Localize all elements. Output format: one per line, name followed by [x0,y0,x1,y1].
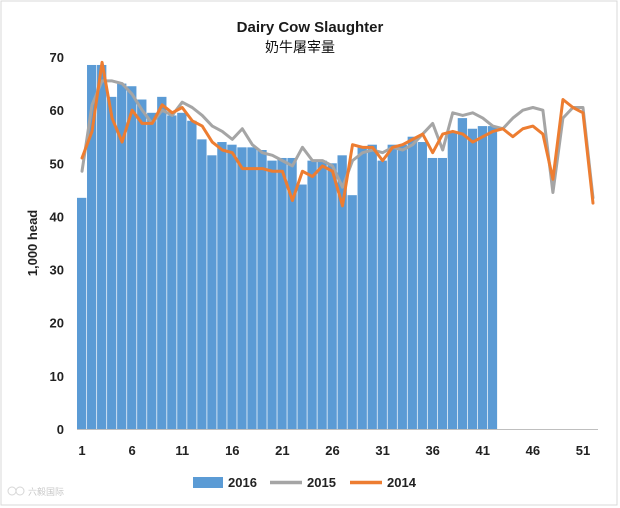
x-tick-label-6: 6 [128,443,135,458]
legend-label-2016: 2016 [228,475,257,490]
watermark: 六毅国际 [7,486,64,498]
bar-2016-week-40 [467,128,478,430]
chart-subtitle: 奶牛屠宰量 [265,40,335,56]
bar-2016-week-41 [477,126,488,429]
bar-2016-week-27 [337,155,347,429]
bar-2016-week-19 [257,150,267,429]
y-axis-ticks: 0 10 20 30 40 50 60 70 [50,50,64,437]
bar-2016-week-17 [237,147,247,429]
y-tick-label-70: 70 [50,50,64,65]
bar-2016-week-3 [97,64,107,429]
x-tick-label-26: 26 [325,443,339,458]
legend-label-2014: 2014 [387,475,417,490]
bar-2016-week-24 [307,160,317,429]
bar-2016-week-20 [267,160,277,429]
x-tick-label-31: 31 [375,443,389,458]
watermark-logo-icon-2 [15,486,25,496]
bar-2016-week-10 [167,115,177,430]
y-tick-label-50: 50 [50,156,64,171]
x-tick-label-1: 1 [78,443,85,458]
y-axis-label: 1,000 head [25,210,40,277]
legend: 2016 2015 2014 [193,475,417,490]
bar-2016-week-42 [487,126,498,429]
bar-2016-week-5 [117,83,127,429]
x-tick-label-36: 36 [425,443,439,458]
bar-2016-week-29 [357,147,367,429]
x-tick-label-21: 21 [275,443,289,458]
bar-2016-week-32 [387,144,397,429]
bar-2016-week-28 [347,195,357,429]
bar-2016-week-7 [137,99,147,429]
bar-2016-week-34 [407,136,417,429]
bar-2016-week-36 [427,157,437,429]
bar-2016-week-35 [417,142,427,429]
watermark-text: 六毅国际 [28,486,64,498]
y-tick-label-20: 20 [50,316,64,331]
y-tick-label-30: 30 [50,263,64,278]
y-tick-label-40: 40 [50,209,64,224]
bar-2016-week-2 [87,64,97,429]
y-tick-label-10: 10 [50,369,64,384]
bar-2016-week-23 [297,184,307,429]
bar-2016-week-9 [157,96,167,430]
x-tick-label-41: 41 [476,443,490,458]
line-series-2015 [80,79,595,200]
x-tick-label-51: 51 [576,443,590,458]
bar-2016-week-25 [317,160,327,429]
x-tick-label-11: 11 [175,443,189,458]
bar-series-2016 [77,64,498,430]
bar-2016-week-16 [227,144,237,429]
bar-2016-week-15 [217,142,227,429]
bar-2016-week-37 [437,157,448,429]
x-tick-label-16: 16 [225,443,239,458]
bar-2016-week-6 [127,86,137,429]
bar-2016-week-38 [447,131,458,429]
x-axis-ticks: 1 6 11 16 21 26 31 36 41 46 51 [78,443,590,458]
bar-2016-week-8 [147,112,157,430]
x-tick-label-46: 46 [526,443,540,458]
bar-2016-week-31 [377,160,387,429]
bar-2016-week-30 [367,144,377,429]
bar-2016-week-39 [457,118,468,430]
bar-2016-week-4 [107,96,117,430]
legend-swatch-2016 [193,477,223,488]
chart-title: Dairy Cow Slaughter [237,19,384,36]
bar-2016-week-26 [327,163,337,430]
bar-2016-week-21 [277,157,287,429]
line-series-2014 [80,60,595,208]
bar-2016-week-22 [287,157,297,429]
y-tick-label-60: 60 [50,103,64,118]
bar-2016-week-14 [207,155,217,429]
bar-2016-week-33 [397,144,407,429]
bar-2016-week-1 [77,197,87,429]
bar-2016-week-18 [247,147,257,429]
line-series-group [80,60,595,208]
legend-label-2015: 2015 [307,475,336,490]
bar-2016-week-12 [187,120,197,430]
bar-2016-week-11 [177,112,187,430]
y-tick-label-0: 0 [57,422,64,437]
bar-2016-week-13 [197,139,207,429]
